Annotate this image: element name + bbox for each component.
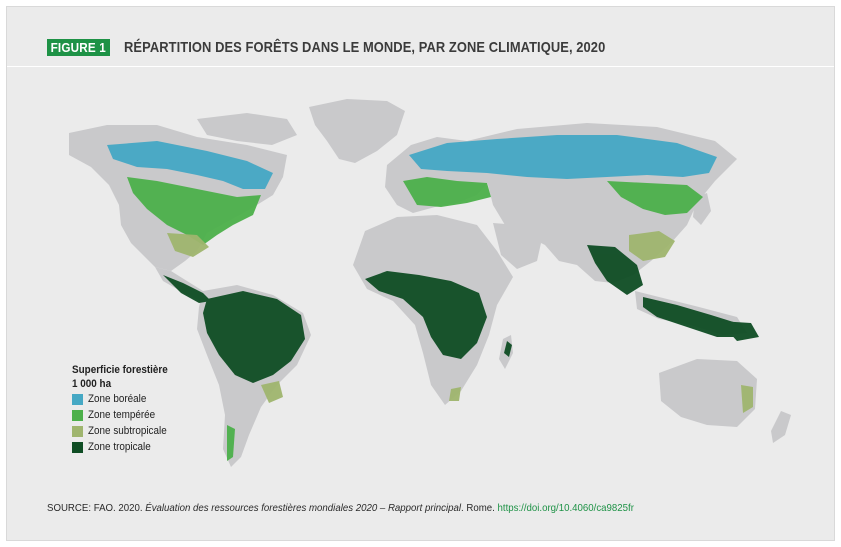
legend-swatch-tropical xyxy=(72,441,83,453)
tropical-africa xyxy=(365,271,487,359)
tropical-south-asia xyxy=(587,245,643,295)
land-new-zealand xyxy=(771,411,791,443)
legend-title: Superficie forestière xyxy=(72,364,168,376)
source-citation: SOURCE: FAO. 2020. Évaluation des ressou… xyxy=(47,502,634,514)
land-australia xyxy=(659,359,757,427)
forest-temperate xyxy=(127,177,703,461)
legend-swatch-subtropical xyxy=(72,425,83,437)
forest-boreal xyxy=(107,135,717,189)
temperate-north-america xyxy=(127,177,261,245)
temperate-east-asia xyxy=(607,181,703,215)
subtropical-south-africa xyxy=(449,387,461,401)
legend-item-tropical: Zone tropicale xyxy=(72,439,178,455)
legend-label: Zone tropicale xyxy=(88,441,151,453)
map-legend: Superficie forestière 1 000 ha Zone boré… xyxy=(72,363,178,455)
figure-title: RÉPARTITION DES FORÊTS DANS LE MONDE, PA… xyxy=(123,39,605,56)
subtropical-us xyxy=(167,233,209,257)
source-report-title: Évaluation des ressources forestières mo… xyxy=(145,502,462,514)
legend-item-temperate: Zone tempérée xyxy=(72,407,178,423)
world-forest-map xyxy=(69,99,791,467)
figure-frame: FIGURE 1 RÉPARTITION DES FORÊTS DANS LE … xyxy=(6,6,835,541)
boreal-north-america xyxy=(107,141,273,189)
legend-swatch-temperate xyxy=(72,409,83,421)
tropical-amazon xyxy=(203,291,305,383)
tropical-madagascar xyxy=(504,341,512,357)
legend-item-subtropical: Zone subtropicale xyxy=(72,423,178,439)
legend-label: Zone boréale xyxy=(88,393,147,405)
forest-subtropical xyxy=(167,231,753,413)
legend-unit: 1 000 ha xyxy=(72,378,112,390)
tropical-new-guinea xyxy=(719,321,759,341)
temperate-europe xyxy=(403,177,491,207)
figure-number-badge: FIGURE 1 xyxy=(47,39,110,56)
land-arabia xyxy=(493,223,541,269)
land-greenland xyxy=(309,99,405,163)
source-middle: . Rome. xyxy=(461,502,498,514)
legend-label: Zone subtropicale xyxy=(88,425,167,437)
legend-label: Zone tempérée xyxy=(88,409,156,421)
temperate-chile xyxy=(227,425,235,461)
figure-header: FIGURE 1 RÉPARTITION DES FORÊTS DANS LE … xyxy=(47,39,683,56)
legend-swatch-boreal xyxy=(72,393,83,405)
subtropical-brazil xyxy=(261,381,283,403)
tropical-central-america xyxy=(163,275,211,303)
source-prefix: SOURCE: FAO. 2020. xyxy=(47,502,146,514)
source-doi-link[interactable]: https://doi.org/10.4060/ca9825fr xyxy=(497,502,634,514)
subtropical-china xyxy=(629,231,675,261)
header-divider xyxy=(7,66,834,67)
tropical-indonesia xyxy=(643,297,745,337)
legend-item-boreal: Zone boréale xyxy=(72,391,178,407)
subtropical-australia xyxy=(741,385,753,413)
forest-tropical xyxy=(163,245,759,383)
land-arctic-islands xyxy=(197,113,297,145)
boreal-eurasia xyxy=(409,135,717,179)
